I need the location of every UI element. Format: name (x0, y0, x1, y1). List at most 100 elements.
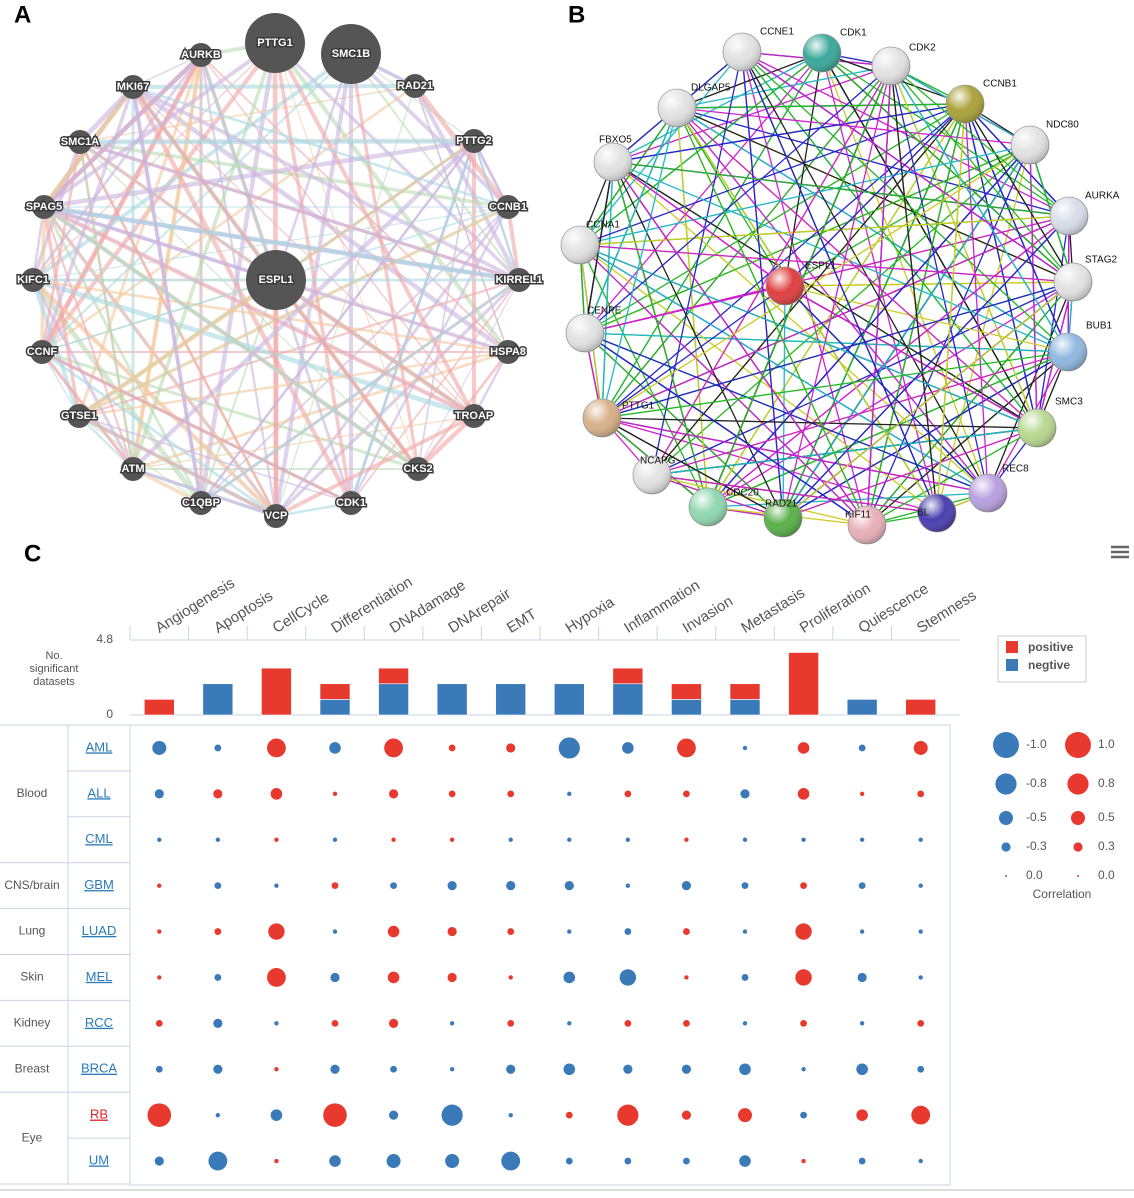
edge (506, 206, 521, 281)
edge (43, 205, 419, 471)
node (462, 129, 486, 153)
bubble (330, 1064, 340, 1074)
node-label: NCAPG (640, 456, 676, 467)
bubble (332, 791, 338, 797)
bubble (918, 929, 923, 934)
bubble (857, 972, 867, 983)
bubble (741, 882, 749, 890)
bubble (859, 929, 865, 934)
column-header: EMT (504, 606, 540, 637)
cancer-link[interactable]: BRCA (81, 1061, 117, 1076)
menu-icon[interactable] (1111, 545, 1129, 559)
node-shine (566, 314, 604, 352)
cancer-link[interactable]: GBM (84, 877, 114, 892)
edge (741, 51, 1038, 429)
bar (553, 683, 585, 716)
bubble (449, 837, 455, 842)
edge (987, 281, 1074, 494)
node-label: CKS2 (403, 463, 432, 475)
node-label: ESPL1 (259, 274, 294, 286)
bubble (918, 883, 923, 888)
bubble (501, 1151, 521, 1171)
bubble (738, 1108, 752, 1123)
node (32, 195, 56, 219)
bar (788, 652, 819, 716)
node-shine (633, 456, 671, 494)
cancer-link[interactable]: ALL (87, 785, 110, 800)
node-shine (969, 474, 1007, 512)
bubble (157, 837, 162, 842)
bubble (684, 837, 689, 842)
bubble (918, 1158, 923, 1164)
bubble (800, 1111, 807, 1119)
cancer-link[interactable]: UM (89, 1152, 109, 1167)
bubble (567, 1021, 572, 1026)
bar (729, 683, 761, 700)
edge (200, 278, 520, 505)
cancer-link[interactable]: RB (90, 1107, 108, 1122)
bubble (155, 1065, 163, 1073)
bubble (913, 740, 928, 755)
node (246, 250, 306, 310)
edge (676, 103, 966, 109)
node-label: PTTG1 (622, 401, 655, 412)
edge (131, 139, 476, 471)
node-label: DLGAP5 (691, 83, 731, 94)
edge (601, 281, 1074, 419)
edge (866, 351, 1069, 526)
cancer-link[interactable]: RCC (85, 1015, 113, 1030)
node-label: ESPL1 (805, 261, 837, 272)
node-label: BL (917, 508, 930, 519)
bubble (625, 837, 631, 842)
node (462, 404, 486, 428)
node-shine (561, 226, 599, 264)
bar (202, 683, 234, 716)
size-legend-bubble (993, 732, 1019, 758)
edge (43, 204, 520, 283)
edge (132, 415, 475, 470)
bubble (858, 744, 866, 752)
y-axis-label: No. significant datasets (29, 650, 79, 688)
bubble (739, 1063, 751, 1076)
edge (890, 65, 989, 494)
node-shine (1011, 126, 1049, 164)
bubble (800, 1019, 807, 1027)
cancer-link[interactable]: AML (86, 739, 113, 754)
bar (671, 683, 702, 700)
edge (612, 161, 786, 287)
bubble (742, 929, 748, 934)
edge (43, 138, 475, 210)
edge (584, 285, 786, 334)
bubble (797, 788, 810, 800)
node-label: VCP (265, 510, 288, 522)
edge (275, 85, 416, 517)
edge (676, 107, 1031, 146)
node (21, 268, 45, 292)
bubble (564, 881, 574, 891)
node-label: CCNA1 (586, 220, 620, 231)
node (403, 74, 427, 98)
bubble (681, 881, 692, 891)
bubble (274, 837, 279, 842)
bubble (274, 1067, 279, 1072)
size-legend-label: 1.0 (1098, 737, 1115, 751)
edge (41, 53, 352, 353)
bubble (742, 1021, 748, 1026)
node-label: CCNF (27, 346, 58, 358)
cancer-link[interactable]: CML (85, 831, 112, 846)
edge (821, 52, 1074, 283)
bubble (448, 744, 456, 752)
edge (579, 244, 938, 514)
cancer-link[interactable]: LUAD (82, 923, 117, 938)
node-label: CDK2 (909, 43, 936, 54)
edge (612, 161, 784, 519)
node-shine (723, 33, 761, 71)
bubble (387, 925, 400, 938)
edge (782, 427, 1038, 519)
cancer-link[interactable]: MEL (86, 969, 113, 984)
node-label: SMC1A (61, 136, 100, 148)
bubble (858, 1157, 866, 1165)
edge (676, 52, 823, 109)
bubble (332, 837, 338, 842)
edge (612, 103, 966, 163)
